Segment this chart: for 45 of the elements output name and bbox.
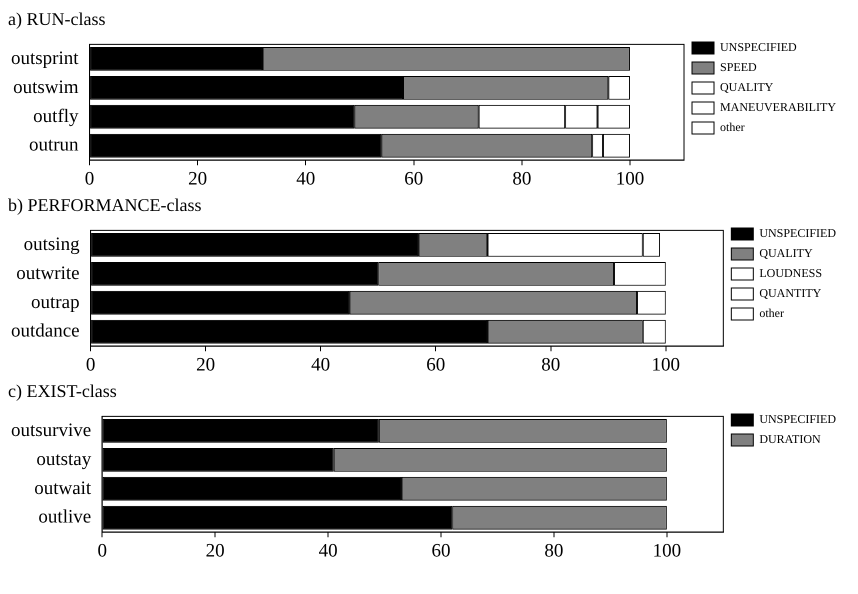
x-tick-label: 20 <box>206 540 225 562</box>
y-tick-label: outstay <box>36 448 92 470</box>
x-tick-label: 80 <box>541 354 560 376</box>
legend-label: other <box>720 120 745 134</box>
y-tick-label: outfly <box>33 106 80 127</box>
x-tick-label: 60 <box>404 168 424 190</box>
x-tick-label: 0 <box>86 354 96 376</box>
legend-label: UNSPECIFIED <box>759 226 836 240</box>
y-tick-label: outsing <box>24 234 80 255</box>
legend-label: MANEUVERABILITY <box>720 100 836 114</box>
x-tick-label: 80 <box>512 168 532 190</box>
x-tick-label: 60 <box>426 354 446 376</box>
legend-label: LOUDNESS <box>759 266 822 280</box>
legend-label: QUALITY <box>759 246 813 260</box>
x-tick-label: 0 <box>97 540 107 562</box>
x-tick-label: 80 <box>544 540 564 562</box>
chart-title: a) RUN-class <box>8 8 106 30</box>
legend-label: QUANTITY <box>759 286 822 300</box>
y-tick-label: outswim <box>13 76 79 98</box>
chart-title: b) PERFORMANCE-class <box>8 194 203 216</box>
legend-label: SPEED <box>720 60 758 74</box>
x-tick-label: 100 <box>616 168 644 190</box>
y-tick-label: outlive <box>38 506 92 528</box>
legend-label: UNSPECIFIED <box>759 412 836 426</box>
y-tick-label: outsprint <box>10 48 80 69</box>
legend-label: UNSPECIFIED <box>720 40 798 54</box>
y-tick-label: outrun <box>28 134 80 156</box>
chart-title: c) EXIST-class <box>8 380 118 402</box>
x-tick-label: 100 <box>652 540 682 562</box>
legend-label: DURATION <box>759 432 821 446</box>
x-tick-label: 40 <box>296 168 316 190</box>
x-tick-label: 40 <box>311 354 330 376</box>
legend-label: other <box>759 306 784 320</box>
y-tick-label: outdance <box>11 320 80 342</box>
x-tick-label: 100 <box>652 354 680 376</box>
y-tick-label: outrap <box>31 292 80 313</box>
y-tick-label: outwrite <box>16 262 80 284</box>
x-tick-label: 20 <box>196 354 216 376</box>
x-tick-label: 40 <box>318 540 338 562</box>
y-tick-label: outsurvive <box>10 420 92 441</box>
y-tick-label: outwait <box>34 478 92 499</box>
x-tick-label: 20 <box>188 168 208 190</box>
x-tick-label: 60 <box>432 540 450 562</box>
legend-label: QUALITY <box>720 80 774 94</box>
x-tick-label: 0 <box>84 168 94 190</box>
